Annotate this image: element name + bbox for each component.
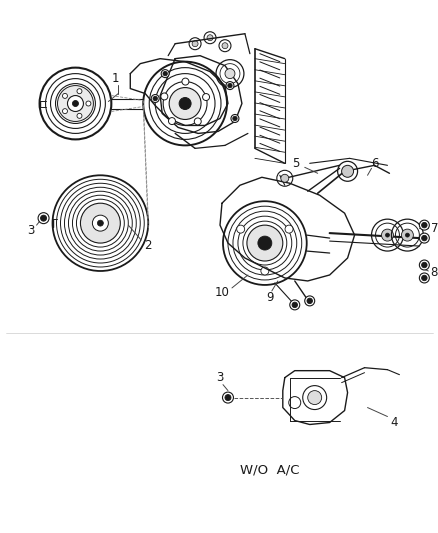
Circle shape: [80, 203, 120, 243]
Circle shape: [418, 273, 428, 283]
Text: 8: 8: [430, 266, 437, 279]
Circle shape: [192, 41, 198, 47]
Circle shape: [284, 225, 292, 233]
Circle shape: [168, 118, 175, 125]
Circle shape: [306, 298, 312, 304]
Circle shape: [385, 233, 389, 237]
Circle shape: [38, 213, 49, 224]
Circle shape: [161, 70, 169, 78]
Circle shape: [307, 391, 321, 405]
Circle shape: [260, 267, 268, 275]
Circle shape: [418, 220, 428, 230]
Circle shape: [92, 215, 108, 231]
Text: W/O  A/C: W/O A/C: [240, 464, 299, 477]
Circle shape: [224, 69, 234, 78]
Circle shape: [194, 118, 201, 125]
Circle shape: [280, 174, 288, 182]
Circle shape: [181, 78, 188, 85]
Text: 6: 6: [370, 157, 378, 170]
Text: 10: 10: [214, 286, 229, 300]
Text: 1: 1: [111, 72, 119, 85]
Circle shape: [151, 94, 159, 102]
Circle shape: [222, 392, 233, 403]
Text: 4: 4: [390, 416, 397, 429]
Circle shape: [420, 262, 426, 268]
Circle shape: [418, 260, 428, 270]
Circle shape: [400, 229, 413, 241]
Circle shape: [341, 165, 353, 177]
Circle shape: [230, 115, 238, 123]
Circle shape: [224, 394, 230, 401]
Circle shape: [289, 300, 299, 310]
Circle shape: [153, 96, 157, 101]
Circle shape: [420, 275, 426, 281]
Circle shape: [226, 82, 233, 90]
Circle shape: [86, 101, 91, 106]
Circle shape: [97, 220, 103, 226]
Circle shape: [162, 71, 167, 76]
Circle shape: [72, 101, 78, 107]
Circle shape: [418, 233, 428, 243]
Circle shape: [304, 296, 314, 306]
Text: 5: 5: [291, 157, 299, 170]
Circle shape: [202, 94, 209, 101]
Circle shape: [257, 236, 271, 250]
Circle shape: [207, 35, 212, 41]
Circle shape: [160, 93, 167, 100]
Circle shape: [179, 98, 191, 109]
Circle shape: [232, 116, 237, 120]
Circle shape: [77, 114, 82, 118]
Circle shape: [77, 88, 82, 94]
Circle shape: [62, 109, 67, 114]
Circle shape: [67, 95, 83, 111]
Circle shape: [236, 225, 244, 233]
Circle shape: [381, 229, 392, 241]
Text: 9: 9: [265, 292, 273, 304]
Text: 7: 7: [430, 222, 437, 235]
Circle shape: [40, 215, 46, 221]
Text: 3: 3: [216, 371, 223, 384]
Circle shape: [222, 43, 227, 49]
Circle shape: [246, 225, 282, 261]
Circle shape: [227, 83, 232, 88]
Circle shape: [420, 236, 426, 241]
Circle shape: [62, 93, 67, 99]
Text: 2: 2: [144, 239, 152, 252]
Circle shape: [169, 87, 201, 119]
Text: 3: 3: [27, 224, 34, 237]
Circle shape: [420, 222, 426, 228]
Circle shape: [57, 86, 93, 122]
Circle shape: [291, 302, 297, 308]
Circle shape: [404, 233, 409, 237]
